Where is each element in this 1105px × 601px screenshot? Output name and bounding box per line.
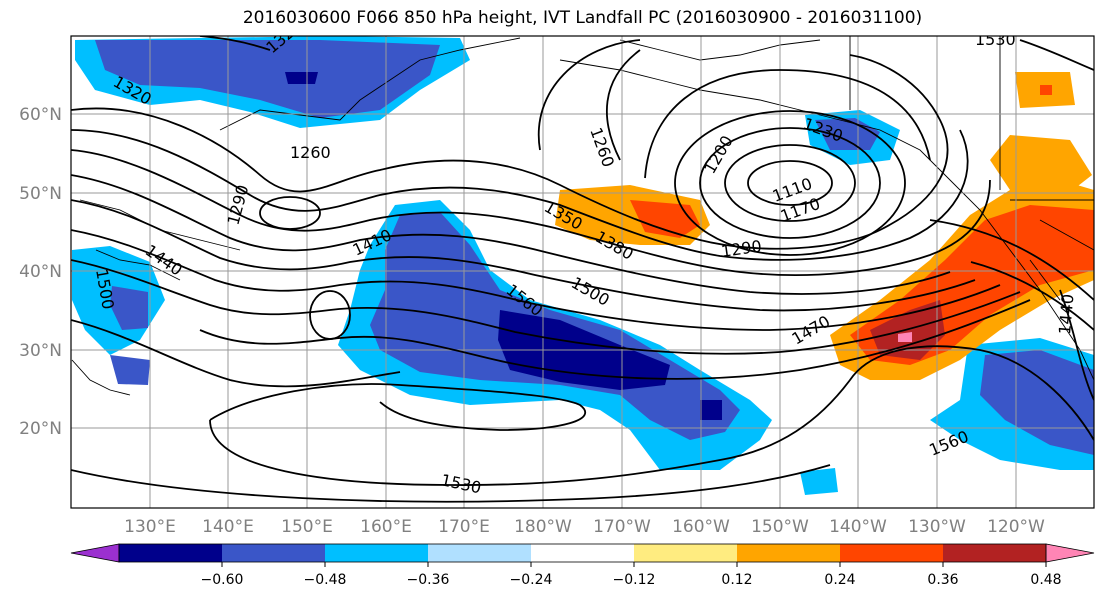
colorbar-extend-low	[70, 543, 120, 563]
lon-label: 160°E	[360, 517, 412, 537]
height-contours	[71, 36, 1094, 503]
colorbar-segment	[840, 544, 943, 562]
colorbar-segment	[531, 544, 634, 562]
colorbar-tick-label: 0.12	[721, 572, 752, 588]
colorbar-segment	[634, 544, 737, 562]
colorbar-segment	[325, 544, 428, 562]
latitude-labels: 60°N 50°N 40°N 30°N 20°N	[19, 105, 62, 439]
lat-label: 50°N	[19, 184, 62, 204]
lon-label: 180°W	[514, 517, 572, 537]
colorbar-tick-label: −0.12	[613, 572, 656, 588]
colorbar-frame	[118, 543, 1047, 563]
colorbar-tick-label: −0.36	[407, 572, 450, 588]
lon-label: 140°W	[829, 517, 887, 537]
colorbar-segment	[428, 544, 531, 562]
contour-label: 1530	[975, 30, 1016, 49]
colorbar-tick-label: −0.24	[510, 572, 553, 588]
colorbar-extend-high	[1045, 543, 1095, 563]
lat-label: 20°N	[19, 419, 62, 439]
colorbar-segment	[119, 544, 222, 562]
lat-label: 30°N	[19, 341, 62, 361]
colorbar-tick-label: −0.48	[304, 572, 347, 588]
colorbar-tick-label: 0.48	[1030, 572, 1061, 588]
map-frame	[70, 35, 1095, 509]
lon-label: 120°W	[987, 517, 1045, 537]
lon-label: 150°E	[281, 517, 333, 537]
contour-label: 1440	[1055, 293, 1077, 335]
colorbar-segment	[737, 544, 840, 562]
lon-label: 140°E	[202, 517, 254, 537]
colorbar-tick-label: −0.60	[201, 572, 244, 588]
lon-label: 160°W	[672, 517, 730, 537]
colorbar-tick-label: 0.36	[927, 572, 958, 588]
lon-label: 150°W	[751, 517, 809, 537]
longitude-labels: 130°E 140°E 150°E 160°E 170°E 180°W 170°…	[124, 517, 1045, 537]
colorbar-segment	[222, 544, 325, 562]
ivt-shading-positive	[555, 72, 1094, 380]
lon-label: 130°W	[908, 517, 966, 537]
coastlines	[71, 36, 1094, 396]
lon-label: 170°E	[438, 517, 490, 537]
graticule	[71, 36, 1094, 508]
colorbar-tick-label: 0.24	[824, 572, 855, 588]
lon-label: 170°W	[593, 517, 651, 537]
map-title: 2016030600 F066 850 hPa height, IVT Land…	[242, 8, 923, 28]
colorbar: −0.60 −0.48 −0.36 −0.24 −0.12 0.12 0.24 0.36 0.4…	[70, 543, 1095, 588]
colorbar-segment	[943, 544, 1046, 562]
lat-label: 40°N	[19, 262, 62, 282]
lon-label: 130°E	[124, 517, 176, 537]
contour-label: 1260	[290, 143, 331, 162]
lat-label: 60°N	[19, 105, 62, 125]
